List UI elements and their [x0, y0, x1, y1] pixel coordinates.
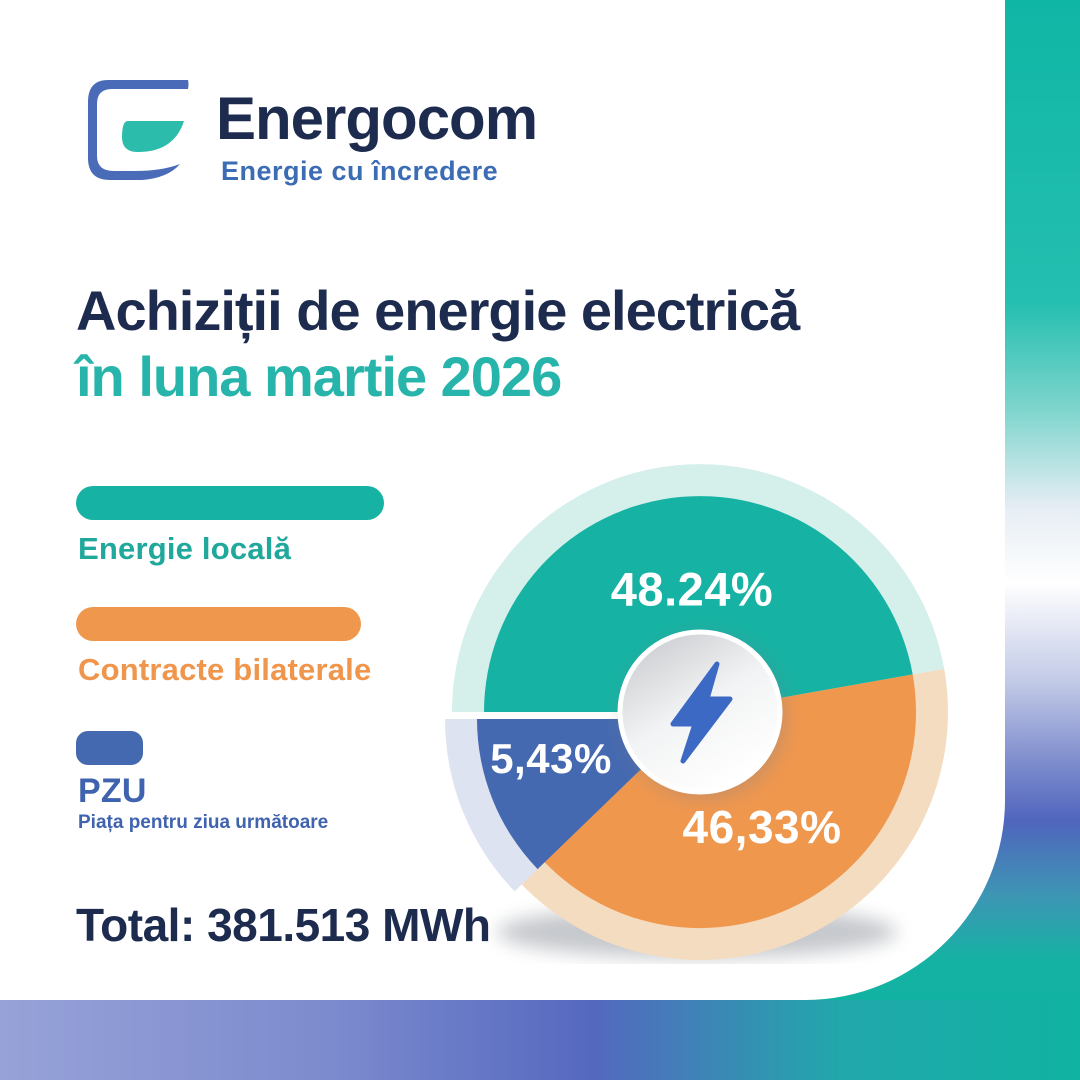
pie-slice-contracte-bilaterale: [544, 674, 916, 929]
content-card: Energocom Energie cu încredere Achiziții…: [0, 0, 1005, 1000]
title-line2: în luna martie 2026: [76, 345, 562, 408]
legend-swatch-pzu: [76, 731, 143, 765]
pie-slice-energie-locala: [484, 496, 913, 712]
pie-chart: [445, 464, 948, 961]
legend-label-pzu: PZU: [78, 772, 147, 810]
pie-label-contracte-bilaterale: 46,33%: [682, 801, 842, 853]
brand-tagline: Energie cu încredere: [221, 156, 499, 186]
lightning-bolt-icon: [670, 661, 733, 764]
energocom-logo-icon: [88, 80, 189, 180]
legend-swatch-contracte-bilaterale: [76, 607, 361, 641]
legend-swatch-energie-locala: [76, 486, 384, 520]
legend-label-energie-locala: Energie locală: [78, 531, 292, 566]
legend-label-contracte-bilaterale: Contracte bilaterale: [78, 652, 372, 687]
legend-sublabel-pzu: Piața pentru ziua următoare: [78, 812, 329, 833]
total-value: Total: 381.513 MWh: [76, 899, 491, 951]
brand-name: Energocom: [216, 85, 538, 152]
pie-label-pzu: 5,43%: [490, 735, 612, 782]
pie-label-energie-locala: 48.24%: [610, 562, 774, 616]
title-line1: Achiziții de energie electrică: [76, 279, 800, 342]
